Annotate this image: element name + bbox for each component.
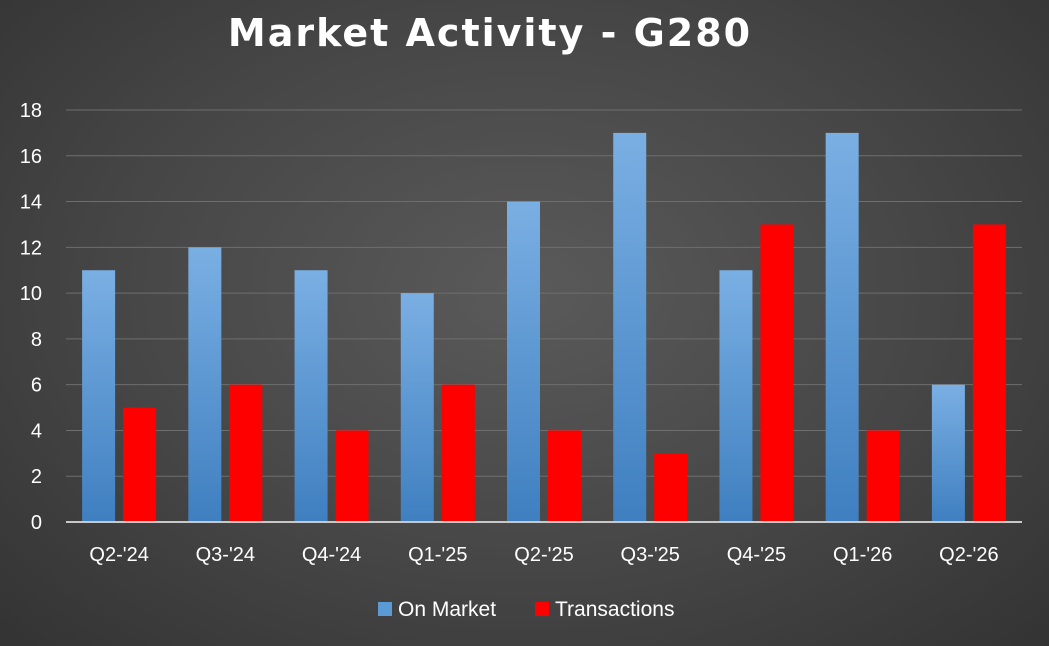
on-market-bar bbox=[825, 132, 859, 522]
x-tick-label: Q1-'25 bbox=[408, 544, 467, 566]
on-market-bar bbox=[82, 270, 116, 522]
x-tick-label: Q1-'26 bbox=[833, 544, 892, 566]
y-tick-label: 6 bbox=[31, 375, 42, 397]
transactions-bar bbox=[229, 384, 263, 522]
x-tick-label: Q3-'25 bbox=[621, 544, 680, 566]
on-market-bar bbox=[507, 201, 540, 523]
transactions-bar bbox=[123, 407, 157, 522]
bars bbox=[82, 132, 1006, 523]
legend-label-on-market: On Market bbox=[398, 598, 496, 621]
y-tick-label: 2 bbox=[31, 466, 42, 488]
x-tick-label: Q2-'24 bbox=[89, 544, 148, 566]
legend-swatch-transactions bbox=[535, 602, 549, 616]
on-market-bar bbox=[719, 270, 753, 522]
x-axis-ticks: Q2-'24 Q3-'24 Q4-'24 Q1-'25 Q2-'25 Q3-'25 Q4-'… bbox=[89, 544, 998, 566]
y-tick-label: 10 bbox=[20, 283, 42, 305]
legend-label-transactions: Transactions bbox=[555, 598, 674, 621]
transactions-bar bbox=[441, 384, 475, 522]
legend-swatch-on-market bbox=[378, 602, 392, 616]
transactions-bar bbox=[760, 224, 794, 522]
y-tick-label: 4 bbox=[31, 420, 42, 442]
x-tick-label: Q3-'24 bbox=[196, 544, 255, 566]
y-tick-label: 18 bbox=[20, 100, 42, 122]
legend: On Market Transactions bbox=[378, 598, 674, 621]
on-market-bar bbox=[294, 270, 328, 522]
transactions-bar bbox=[654, 453, 688, 522]
y-tick-label: 8 bbox=[31, 329, 42, 351]
on-market-bar bbox=[613, 132, 647, 522]
transactions-bar bbox=[335, 430, 369, 522]
transactions-bar bbox=[972, 224, 1006, 522]
gridlines bbox=[66, 109, 1022, 477]
chart-title: Market Activity - G280 bbox=[228, 11, 752, 55]
y-tick-label: 14 bbox=[20, 192, 42, 214]
y-tick-label: 0 bbox=[31, 512, 42, 534]
transactions-bar bbox=[866, 430, 900, 522]
y-tick-label: 12 bbox=[20, 237, 42, 259]
y-tick-label: 16 bbox=[20, 146, 42, 168]
x-tick-label: Q2-'26 bbox=[939, 544, 998, 566]
x-tick-label: Q4-'25 bbox=[727, 544, 786, 566]
on-market-bar bbox=[931, 384, 965, 522]
y-axis-ticks: 0 2 4 6 8 10 12 14 16 18 bbox=[20, 100, 42, 534]
x-tick-label: Q4-'24 bbox=[302, 544, 361, 566]
transactions-bar bbox=[548, 430, 581, 522]
on-market-bar bbox=[188, 247, 222, 523]
x-tick-label: Q2-'25 bbox=[514, 544, 573, 566]
on-market-bar bbox=[400, 293, 434, 522]
